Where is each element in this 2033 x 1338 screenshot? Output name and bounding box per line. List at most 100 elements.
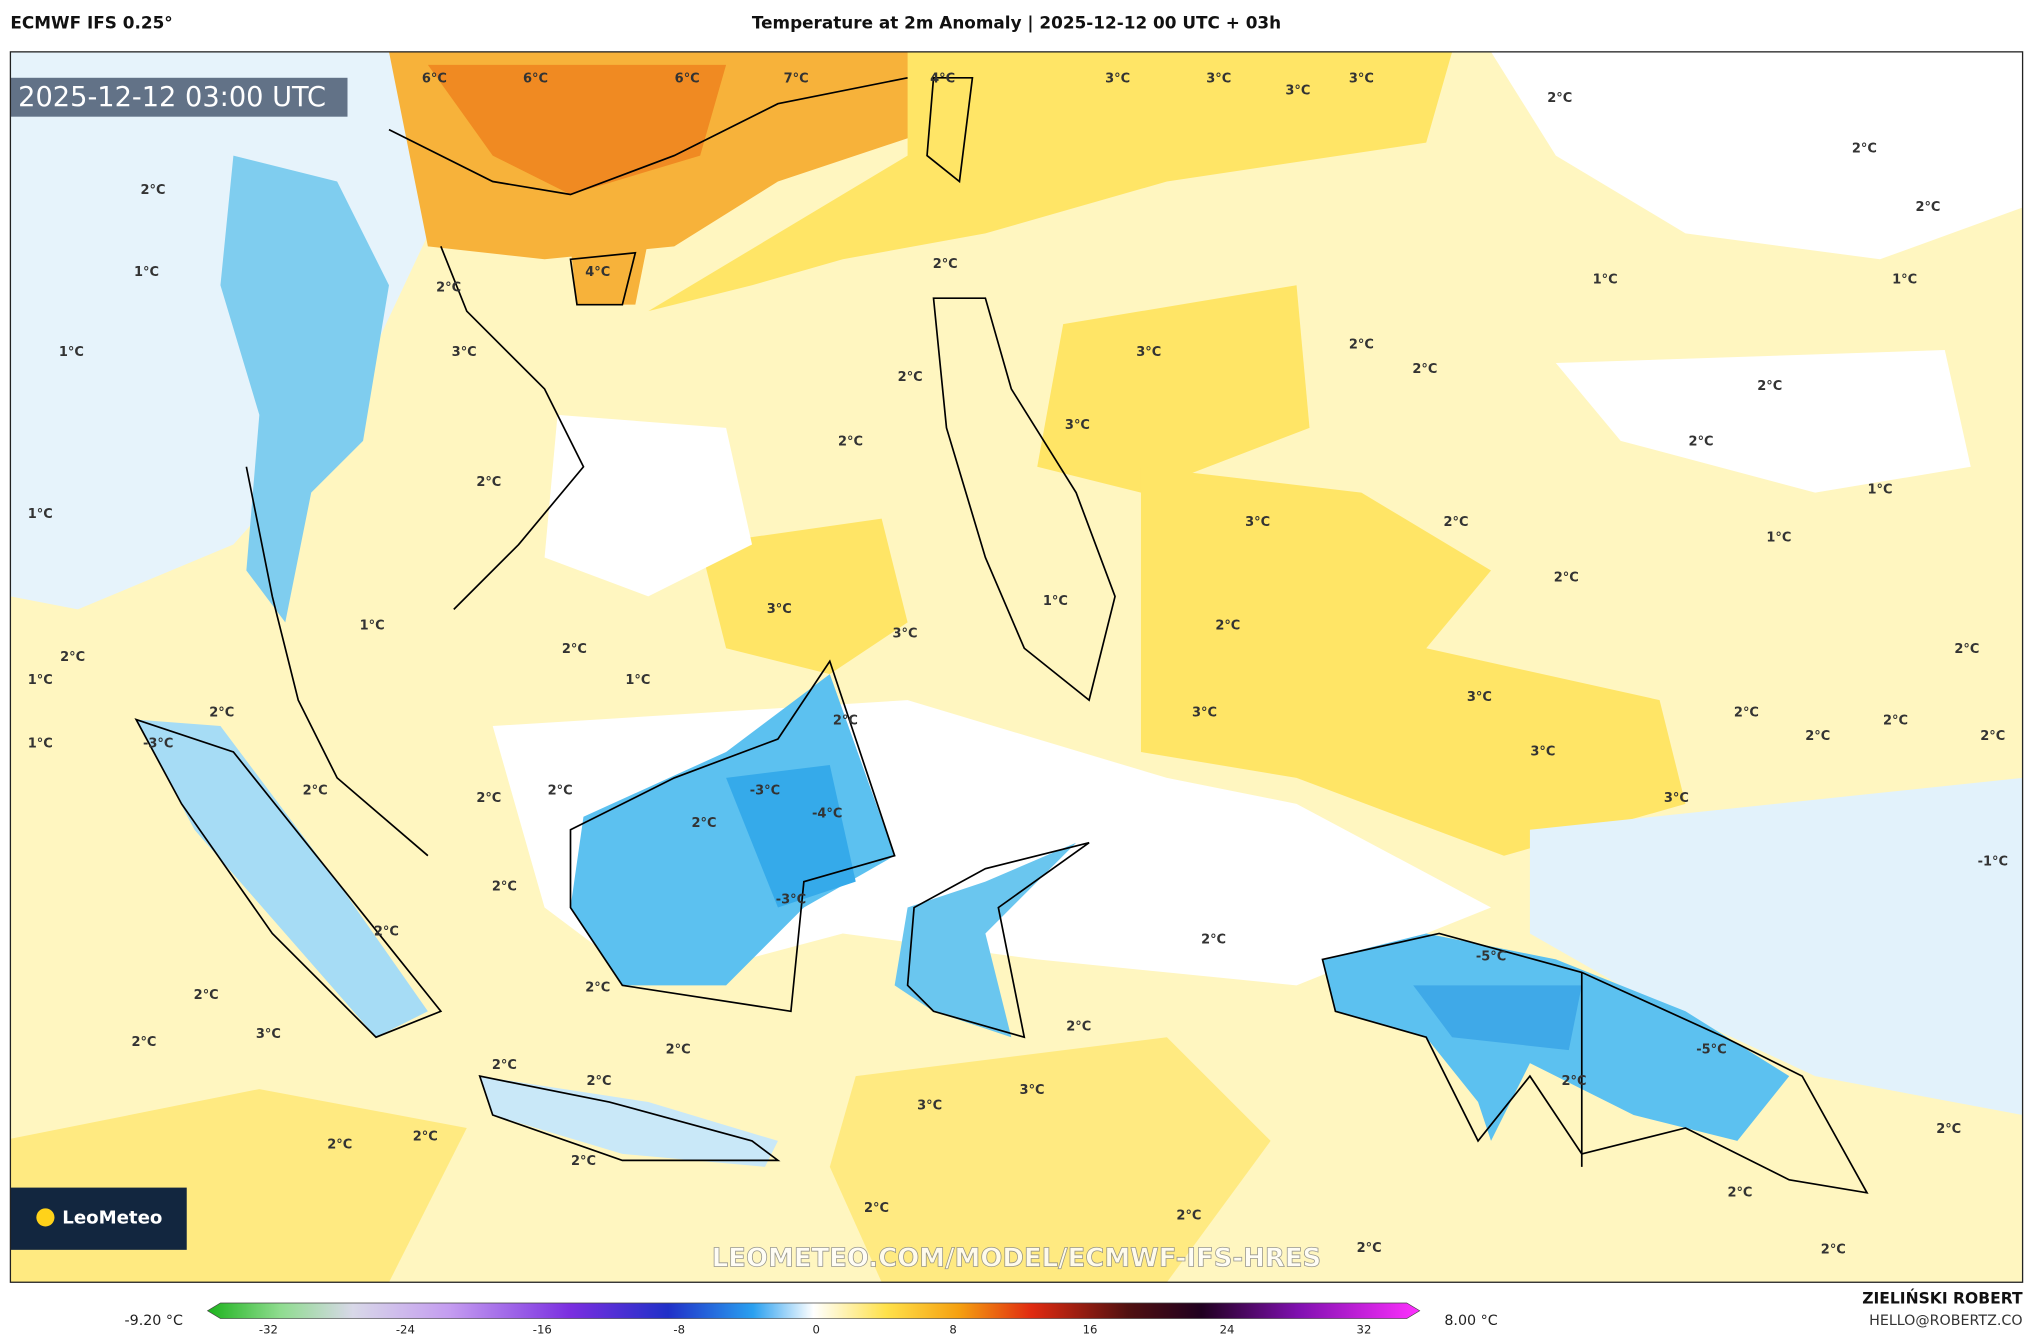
temperature-label: 2°C [1689,435,1714,450]
temperature-label: 1°C [59,345,84,360]
temperature-label: 4°C [930,72,955,87]
colorbar-tick-label: 8 [949,1323,956,1337]
temperature-label: 3°C [1206,72,1231,87]
temperature-label: 2°C [1727,1185,1752,1200]
temperature-label: 3°C [1065,418,1090,433]
temperature-label: 2°C [476,475,501,490]
temperature-label: 2°C [1936,1122,1961,1137]
temperature-label: 1°C [28,673,53,688]
temperature-label: 2°C [1201,932,1226,947]
temperature-label: 4°C [585,265,610,280]
temperature-label: 2°C [492,1058,517,1073]
temperature-label: 3°C [1136,345,1161,360]
temperature-label: 1°C [360,619,385,634]
timestamp: 2025-12-12 03:00 UTC [18,82,326,113]
temperature-label: 2°C [1444,515,1469,530]
temperature-label: 2°C [1821,1242,1846,1257]
temperature-label: 2°C [548,783,573,798]
temperature-label: 2°C [838,435,863,450]
temperature-label: 3°C [893,626,918,641]
temperature-label: 3°C [1105,72,1130,87]
temperature-label: 2°C [131,1035,156,1050]
temperature-label: 2°C [327,1137,352,1152]
temperature-label: -3°C [143,737,173,752]
temperature-label: 2°C [1066,1019,1091,1034]
temperature-label: 2°C [1176,1209,1201,1224]
temperature-label: 3°C [1285,83,1310,98]
temperature-label: 3°C [1349,72,1374,87]
temperature-label: 2°C [476,791,501,806]
temperature-label: 1°C [1892,273,1917,288]
logo: LeoMeteo [62,1208,162,1229]
temperature-label: 2°C [1954,642,1979,657]
temperature-label: 2°C [933,257,958,272]
temperature-label: -3°C [776,892,806,907]
temperature-label: 6°C [523,72,548,87]
temperature-label: 3°C [767,602,792,617]
temperature-label: 3°C [256,1027,281,1042]
temperature-label: 6°C [675,72,700,87]
temperature-label: 2°C [864,1201,889,1216]
temperature-label: 2°C [1805,729,1830,744]
map-frame [9,51,2024,1283]
temperature-label: 2°C [413,1130,438,1145]
colorbar-tick-label: -8 [673,1323,685,1337]
temperature-label: 3°C [1192,706,1217,721]
temperature-label: 2°C [666,1043,691,1058]
temperature-label: 2°C [898,370,923,385]
temperature-label: 1°C [28,507,53,522]
temperature-label: 2°C [60,650,85,665]
temperature-label: 2°C [1883,713,1908,728]
temperature-label: 2°C [194,988,219,1003]
temperature-label: 2°C [1349,337,1374,352]
author: ZIELIŃSKI ROBERT [1862,1289,2023,1308]
colorbar-tick-label: -32 [259,1323,278,1337]
temperature-label: 1°C [1593,273,1618,288]
temperature-label: 2°C [374,925,399,940]
email: HELLO@ROBERTZ.CO [1869,1313,2022,1329]
temperature-labels: 6°C 6°C 6°C 7°C 4°C 3°C 3°C 3°C 3°C 2°C 2°C 2°C 2°C 1… [28,72,2008,1258]
colorbar-tick-label: -24 [396,1323,415,1337]
temperature-label: 2°C [585,980,610,995]
temperature-label: 2°C [692,816,717,831]
colorbar-tick-label: -16 [533,1323,552,1337]
map-title: Temperature at 2m Anomaly | 2025-12-12 0… [752,12,1281,32]
temperature-label: 2°C [1915,200,1940,215]
temperature-label: 2°C [571,1154,596,1169]
colorbar-tick-label: 0 [812,1323,819,1337]
colorbar-min: -9.20 °C [125,1313,184,1329]
temperature-label: 3°C [917,1098,942,1113]
temperature-label: 2°C [209,706,234,721]
temperature-label: -4°C [812,807,842,822]
colorbar-max: 8.00 °C [1444,1313,1497,1329]
temperature-label: 2°C [1852,142,1877,157]
temperature-label: 3°C [1664,791,1689,806]
temperature-label: 2°C [303,783,328,798]
temperature-label: -1°C [1978,855,2008,870]
temperature-label: 1°C [134,265,159,280]
map: 6°C 6°C 6°C 7°C 4°C 3°C 3°C 3°C 3°C 2°C 2°C 2°C 2°C 1… [10,51,2023,1283]
temperature-label: 2°C [587,1074,612,1089]
temperature-label: 7°C [784,72,809,87]
temperature-label: 2°C [492,879,517,894]
colorbar-tick-label: 24 [1220,1323,1235,1337]
model-name: ECMWF IFS 0.25° [10,12,172,32]
temperature-label: -5°C [1696,1043,1726,1058]
colorbar-tick-label: 16 [1083,1323,1098,1337]
colorbar-tick-label: 32 [1357,1323,1372,1337]
temperature-label: 2°C [1215,619,1240,634]
temperature-label: -5°C [1476,949,1506,964]
temperature-label: 2°C [562,642,587,657]
temperature-label: 6°C [422,72,447,87]
temperature-label: 1°C [28,737,53,752]
temperature-label: 2°C [1357,1241,1382,1256]
temperature-label: 2°C [436,280,461,295]
temperature-label: 2°C [1757,379,1782,394]
colorbar [206,1302,1421,1319]
temperature-label: 2°C [1734,706,1759,721]
temperature-label: 3°C [1530,744,1555,759]
temperature-label: 1°C [625,673,650,688]
temperature-label: 2°C [1547,91,1572,106]
temperature-label: 1°C [1867,483,1892,498]
